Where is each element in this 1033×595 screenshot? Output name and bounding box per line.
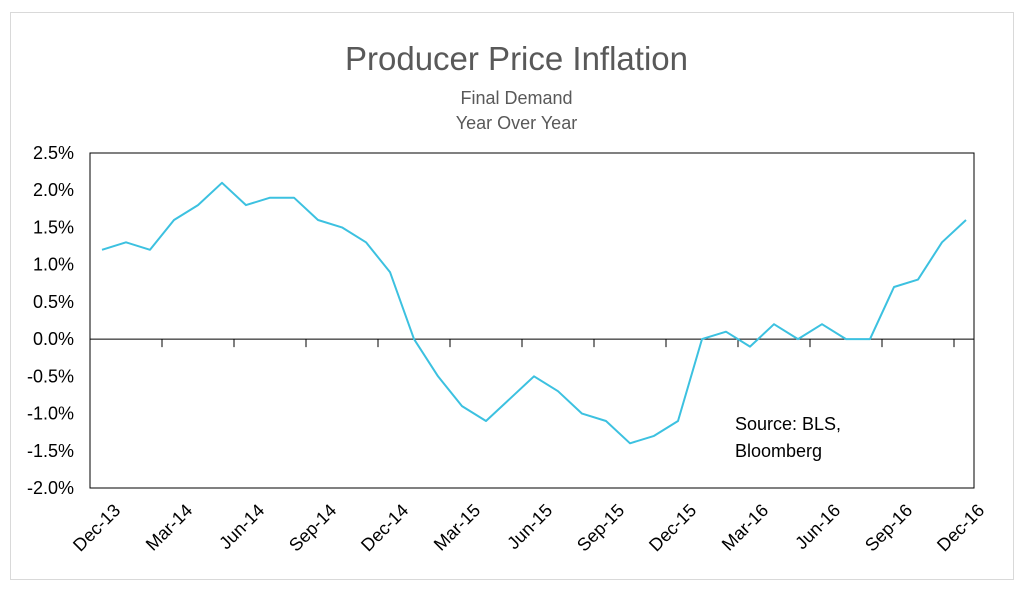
x-tick-label: Dec-13 bbox=[69, 500, 124, 555]
x-tick-label: Dec-14 bbox=[357, 500, 412, 555]
x-tick-label: Jun-14 bbox=[215, 500, 268, 553]
x-tick-label: Dec-15 bbox=[645, 500, 700, 555]
x-tick-label: Dec-16 bbox=[933, 500, 988, 555]
x-tick-label: Mar-14 bbox=[142, 500, 196, 554]
series-line bbox=[101, 181, 967, 445]
chart-title: Producer Price Inflation bbox=[344, 40, 688, 77]
source-annotation-line-2: Bloomberg bbox=[735, 441, 822, 461]
y-tick-label: 2.5% bbox=[33, 143, 74, 163]
x-tick-label: Mar-16 bbox=[718, 500, 772, 554]
x-tick-label: Sep-16 bbox=[861, 500, 916, 555]
y-tick-label: -0.5% bbox=[27, 366, 74, 386]
y-tick-label: 1.5% bbox=[33, 217, 74, 237]
y-tick-label: 0.0% bbox=[33, 329, 74, 349]
y-tick-label: 0.5% bbox=[33, 292, 74, 312]
x-tick-label: Sep-14 bbox=[285, 500, 340, 555]
chart-subtitle-line-1: Final Demand bbox=[460, 88, 573, 108]
chart-subtitle-line-2: Year Over Year bbox=[455, 113, 578, 133]
source-annotation-line-1: Source: BLS, bbox=[735, 414, 841, 434]
y-tick-label: -1.0% bbox=[27, 404, 74, 424]
y-tick-label: -1.5% bbox=[27, 441, 74, 461]
chart-frame bbox=[10, 12, 1014, 580]
y-tick-label: 1.0% bbox=[33, 255, 74, 275]
y-tick-label: 2.0% bbox=[33, 180, 74, 200]
plot-area bbox=[89, 152, 975, 489]
x-tick-label: Sep-15 bbox=[573, 500, 628, 555]
x-tick-label: Mar-15 bbox=[430, 500, 484, 554]
x-tick-label: Jun-15 bbox=[503, 500, 556, 553]
x-tick-label: Jun-16 bbox=[791, 500, 844, 553]
y-tick-label: -2.0% bbox=[27, 478, 74, 498]
